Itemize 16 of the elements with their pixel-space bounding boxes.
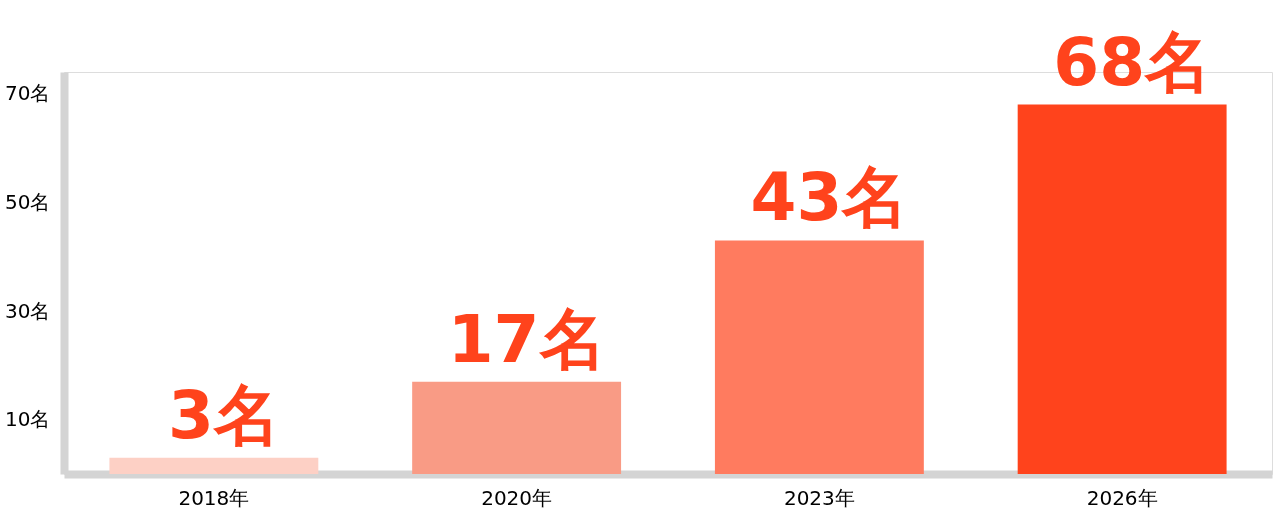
y-tick-label: 10名 bbox=[5, 407, 51, 432]
bar bbox=[714, 240, 924, 474]
x-tick-label: 2020年 bbox=[481, 485, 553, 510]
data-label: 17名 bbox=[447, 300, 606, 378]
x-tick-label: 2023年 bbox=[783, 485, 855, 510]
y-tick-label: 70名 bbox=[5, 81, 51, 106]
data-label: 68名 bbox=[1053, 23, 1212, 101]
bar bbox=[1017, 104, 1227, 474]
x-tick-label: 2018年 bbox=[178, 485, 250, 510]
data-label: 43名 bbox=[750, 159, 909, 237]
bar bbox=[412, 381, 622, 474]
y-tick-label: 50名 bbox=[5, 189, 51, 214]
data-label: 3名 bbox=[167, 376, 280, 454]
bar bbox=[109, 457, 319, 474]
x-tick-label: 2026年 bbox=[1086, 485, 1158, 510]
y-tick-label: 30名 bbox=[5, 298, 51, 323]
